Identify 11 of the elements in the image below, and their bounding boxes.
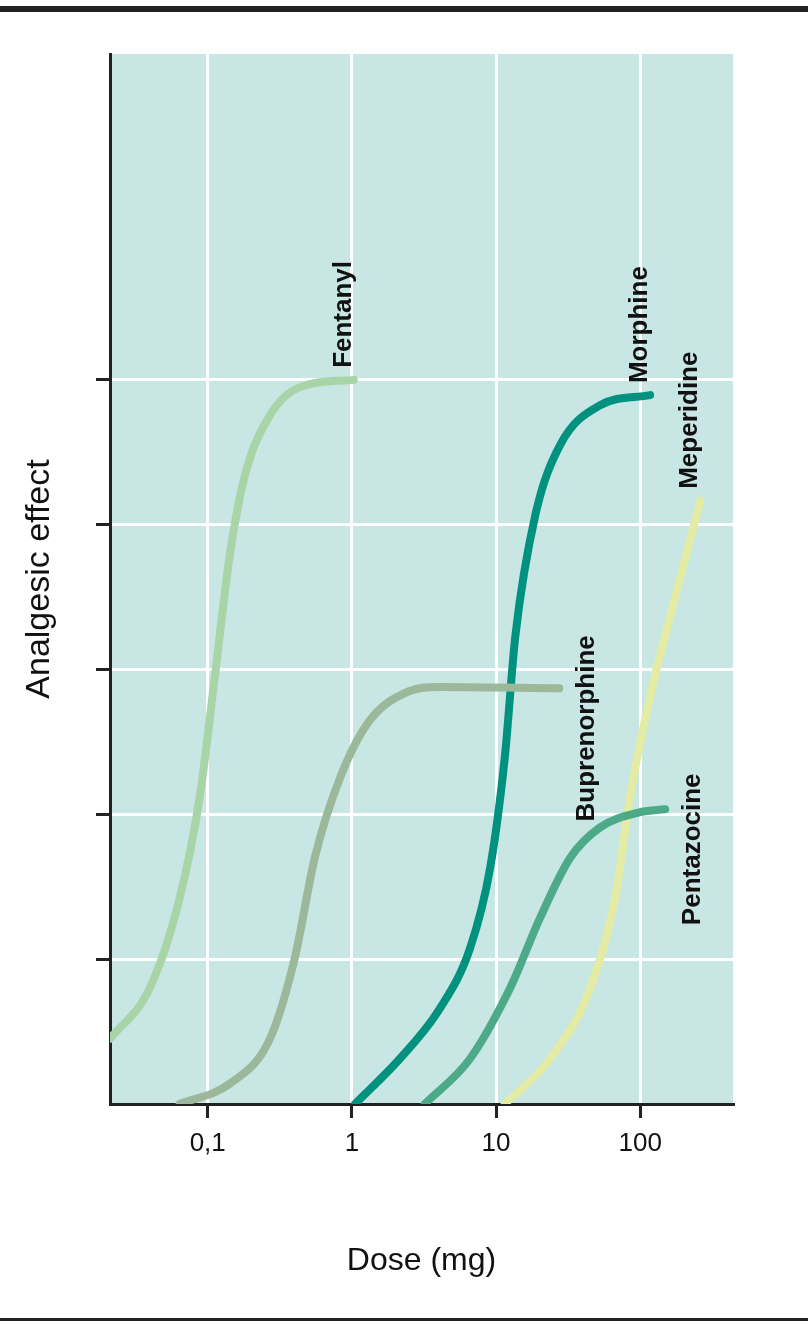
- text: Fentanyl: [326, 260, 357, 368]
- text: Meperidine: [673, 351, 704, 489]
- x-tick-label: 1: [344, 1126, 360, 1157]
- text: Morphine: [623, 266, 654, 384]
- x-tick-label: 0,1: [189, 1126, 226, 1157]
- x-axis-title: Dose (mg): [346, 1240, 497, 1277]
- text: Pentazocine: [676, 773, 707, 926]
- text: Buprenorphine: [570, 635, 601, 822]
- x-tick-label: 100: [618, 1126, 662, 1157]
- x-tick-label: 10: [481, 1126, 511, 1157]
- y-axis-title: Analgesic effect: [17, 458, 56, 699]
